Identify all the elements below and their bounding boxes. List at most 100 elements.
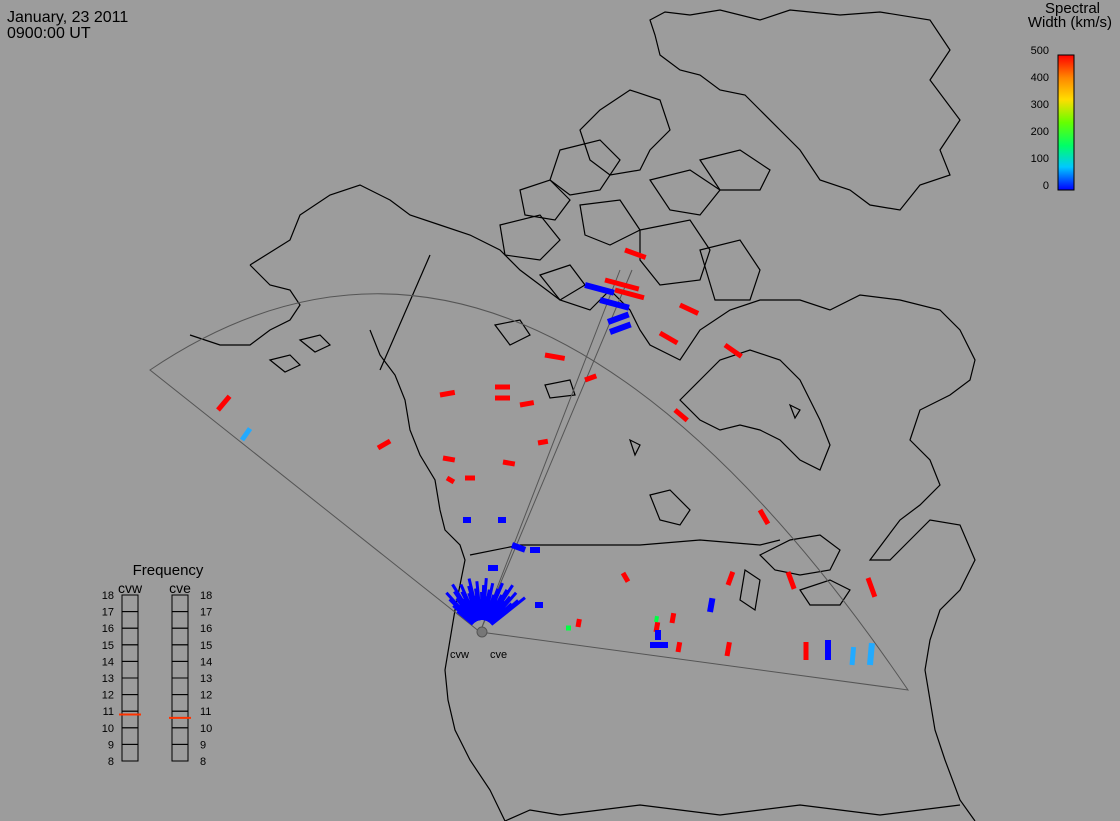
colorbar: Spectral Width (km/s) 500 400 300 200 10… (1028, 0, 1112, 192)
frequency-tick: 10 (200, 723, 212, 735)
coastlines (189, 9, 976, 821)
colorbar-tick: 300 (1031, 99, 1049, 111)
frequency-cell (121, 611, 139, 629)
frequency-tick: 8 (200, 756, 206, 768)
frequency-tick: 13 (102, 673, 114, 685)
frequency-title: Frequency (133, 562, 204, 579)
echo-cell (620, 571, 631, 583)
frequency-tick: 14 (200, 656, 212, 668)
frequency-bars: 18 18 17 17 16 16 15 15 14 14 13 13 12 12 11 11 10 10 9 9 8 8 (102, 590, 213, 768)
frequency-cell (171, 710, 189, 729)
echo-cell (216, 394, 232, 412)
colorbar-tick: 0 (1043, 180, 1049, 192)
frequency-cell (121, 677, 139, 696)
frequency-tick: 13 (200, 673, 212, 685)
frequency-cell (171, 611, 189, 629)
time-label: 0900:00 UT (7, 25, 91, 42)
frequency-cell (121, 694, 139, 712)
colorbar-tick: 200 (1031, 126, 1049, 138)
echo-cell (606, 311, 630, 325)
echo-cell (502, 459, 516, 467)
frequency-cell (171, 660, 189, 679)
frequency-tick: 16 (102, 623, 114, 635)
freq-radar-label-cvw: cvw (118, 580, 143, 596)
date-label: January, 23 2011 (7, 9, 129, 26)
echo-cell (537, 438, 549, 446)
colorbar-tick: 500 (1031, 45, 1049, 57)
frequency-cell (121, 644, 139, 662)
echo-cell (584, 373, 598, 383)
echo-cell (865, 577, 878, 598)
colorbar-tick: 100 (1031, 153, 1049, 165)
echo-cell (376, 438, 392, 451)
fov-beam-lines (479, 269, 633, 633)
echo-cell (675, 641, 683, 653)
echo-cell (654, 615, 660, 623)
echo-cell (678, 302, 700, 316)
colorbar-tick: 400 (1031, 72, 1049, 84)
frequency-tick: 10 (102, 723, 114, 735)
echo-cell (614, 287, 645, 301)
echo-cell (725, 570, 736, 586)
freq-radar-label-cve: cve (169, 580, 191, 596)
echo-cells (216, 247, 878, 666)
fov-outline-cvw (149, 293, 910, 691)
frequency-tick: 15 (102, 640, 114, 652)
echo-cell (584, 282, 615, 296)
frequency-tick: 9 (200, 739, 206, 751)
frequency-cell (171, 677, 189, 696)
colorbar-gradient (1057, 54, 1075, 191)
frequency-cell (121, 627, 139, 646)
echo-cell (608, 321, 632, 335)
radar-label-cve: cve (490, 649, 507, 661)
echo-cell (239, 427, 253, 442)
echo-cell (669, 612, 677, 624)
echo-cell (658, 330, 679, 346)
echo-cell (757, 508, 771, 526)
radar-site-marker (476, 626, 488, 638)
echo-cell (785, 571, 797, 590)
echo-cell (604, 277, 640, 292)
radar-sites: cvw cve (450, 626, 507, 661)
frequency-tick: 8 (108, 756, 114, 768)
echo-cell (724, 641, 732, 657)
echo-cell (490, 596, 526, 626)
echo-cell (510, 542, 527, 553)
frequency-tick: 12 (102, 690, 114, 702)
colorbar-title-1: Spectral (1045, 0, 1100, 17)
echo-cell (519, 400, 535, 408)
frequency-tick: 11 (103, 706, 114, 718)
echo-cell (723, 342, 743, 359)
frequency-tick: 15 (200, 640, 212, 652)
echo-cell (673, 408, 689, 423)
frequency-tick: 18 (102, 590, 114, 602)
colorbar-title-2: Width (km/s) (1028, 14, 1112, 31)
echo-cell (442, 455, 456, 463)
echo-cell (849, 646, 857, 666)
frequency-tick: 9 (108, 739, 114, 751)
frequency-panel: Frequency cvw cve 18 18 17 17 16 16 15 15 14 14 13… (102, 562, 213, 768)
frequency-tick: 12 (200, 690, 212, 702)
echo-cell (439, 389, 456, 398)
frequency-cell (171, 627, 189, 646)
frequency-cell (171, 644, 189, 662)
frequency-cell (121, 660, 139, 679)
radar-fov (149, 269, 910, 691)
frequency-cell (121, 594, 139, 613)
echo-cell (867, 642, 875, 666)
colorbar-ticks: 500 400 300 200 100 0 (1031, 45, 1049, 192)
frequency-cell (171, 727, 189, 745)
frequency-cell (171, 694, 189, 712)
frequency-cell (121, 727, 139, 745)
echo-cell (599, 297, 630, 311)
frequency-tick: 17 (102, 607, 114, 619)
frequency-tick: 16 (200, 623, 212, 635)
radar-label-cvw: cvw (450, 649, 469, 661)
frequency-tick: 18 (200, 590, 212, 602)
frequency-cell (121, 743, 139, 762)
echo-cell (707, 597, 716, 613)
frequency-tick: 11 (200, 706, 211, 718)
frequency-cell (171, 743, 189, 762)
